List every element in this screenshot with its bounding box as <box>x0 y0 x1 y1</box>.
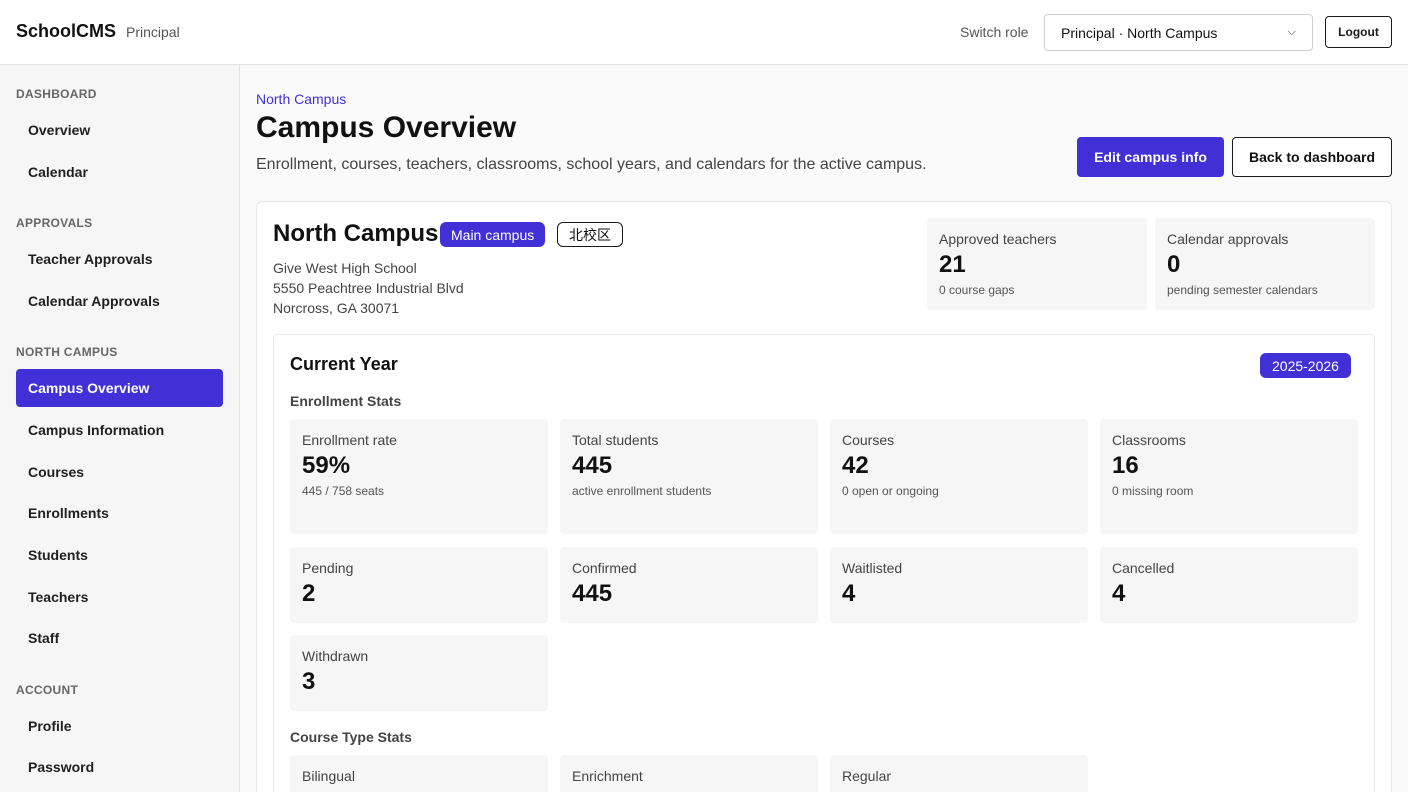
sidebar-section-account: ACCOUNT <box>16 683 79 697</box>
approved-teachers-stat: Approved teachers 21 0 course gaps <box>927 218 1147 310</box>
sidebar-item-profile[interactable]: Profile <box>28 718 72 734</box>
classrooms-tile: Classrooms 16 0 missing room <box>1100 419 1358 534</box>
stat-label: Cancelled <box>1112 560 1175 576</box>
sidebar-item-staff[interactable]: Staff <box>28 630 60 646</box>
stat-sub: 0 open or ongoing <box>842 484 939 498</box>
campus-school-name: Give West High School <box>273 260 417 276</box>
current-role-label: Principal <box>126 24 180 40</box>
calendar-approvals-stat: Calendar approvals 0 pending semester ca… <box>1155 218 1375 310</box>
sidebar-section-approvals: APPROVALS <box>16 216 93 230</box>
withdrawn-tile: Withdrawn 3 <box>290 635 548 711</box>
course-type-tile-bilingual: Bilingual <box>290 755 548 792</box>
stat-value: 21 <box>939 251 966 278</box>
back-to-dashboard-button[interactable]: Back to dashboard <box>1232 137 1392 177</box>
stat-label: Withdrawn <box>302 648 369 664</box>
sidebar-item-teacher-approvals[interactable]: Teacher Approvals <box>28 251 153 267</box>
sidebar-item-overview[interactable]: Overview <box>28 122 91 138</box>
pending-tile: Pending 2 <box>290 547 548 623</box>
switch-role-label: Switch role <box>960 24 1029 40</box>
sidebar-item-password[interactable]: Password <box>28 759 95 775</box>
cancelled-tile: Cancelled 4 <box>1100 547 1358 623</box>
stat-value: 3 <box>302 668 316 695</box>
confirmed-tile: Confirmed 445 <box>560 547 818 623</box>
stat-label: Pending <box>302 560 354 576</box>
sidebar-item-enrollments[interactable]: Enrollments <box>28 505 109 521</box>
campus-street-address: 5550 Peachtree Industrial Blvd <box>273 280 464 296</box>
breadcrumb[interactable]: North Campus <box>256 91 347 107</box>
course-type-tile-enrichment: Enrichment <box>560 755 818 792</box>
course-type-tile-regular: Regular <box>830 755 1088 792</box>
stat-value: 0 <box>1167 251 1181 278</box>
sidebar-item-campus-overview[interactable]: Campus Overview <box>16 369 223 407</box>
app-brand[interactable]: SchoolCMS <box>16 21 117 41</box>
sidebar-item-students[interactable]: Students <box>28 547 88 563</box>
courses-tile: Courses 42 0 open or ongoing <box>830 419 1088 534</box>
stat-value: 59% <box>302 452 351 479</box>
stat-value: 4 <box>842 580 856 607</box>
stat-label: Enrichment <box>572 768 643 784</box>
stat-value: 4 <box>1112 580 1126 607</box>
sidebar-item-calendar[interactable]: Calendar <box>28 164 88 180</box>
stat-label: Enrollment rate <box>302 432 397 448</box>
campus-name: North Campus <box>273 220 439 247</box>
sidebar-section-north-campus: NORTH CAMPUS <box>16 345 118 359</box>
sidebar-item-campus-information[interactable]: Campus Information <box>28 422 165 438</box>
stat-sub: active enrollment students <box>572 484 712 498</box>
enrollment-rate-tile: Enrollment rate 59% 445 / 758 seats <box>290 419 548 534</box>
stat-label: Regular <box>842 768 892 784</box>
enrollment-stats-heading: Enrollment Stats <box>290 393 402 409</box>
stat-label: Classrooms <box>1112 432 1186 448</box>
stat-label: Confirmed <box>572 560 637 576</box>
stat-sub: 0 missing room <box>1112 484 1194 498</box>
campus-local-name-badge: 北校区 <box>557 222 623 247</box>
sidebar-section-dashboard: DASHBOARD <box>16 87 97 101</box>
page-subtitle: Enrollment, courses, teachers, classroom… <box>256 156 927 173</box>
sidebar-item-teachers[interactable]: Teachers <box>28 589 89 605</box>
stat-sub: pending semester calendars <box>1167 283 1318 297</box>
stat-label: Waitlisted <box>842 560 903 576</box>
stat-label: Calendar approvals <box>1167 231 1289 247</box>
stat-label: Courses <box>842 432 895 448</box>
edit-campus-info-button[interactable]: Edit campus info <box>1077 137 1224 177</box>
stat-label: Bilingual <box>302 768 355 784</box>
chevron-down-icon: ⌵ <box>1287 26 1296 38</box>
top-bar: SchoolCMS Principal Switch role Principa… <box>0 0 1408 65</box>
stat-value: 445 <box>572 452 613 479</box>
stat-sub: 445 / 758 seats <box>302 484 385 498</box>
role-select-value: Principal · North Campus <box>1061 24 1218 41</box>
stat-label: Total students <box>572 432 659 448</box>
sidebar-item-courses[interactable]: Courses <box>28 464 85 480</box>
school-year-badge: 2025-2026 <box>1260 353 1351 378</box>
waitlisted-tile: Waitlisted 4 <box>830 547 1088 623</box>
campus-city-state-zip: Norcross, GA 30071 <box>273 300 400 316</box>
sidebar <box>0 65 240 792</box>
stat-value: 16 <box>1112 452 1139 479</box>
current-year-title: Current Year <box>290 354 398 374</box>
course-type-stats-heading: Course Type Stats <box>290 729 412 745</box>
main-campus-badge: Main campus <box>440 222 546 247</box>
page-title: Campus Overview <box>256 111 517 144</box>
role-select[interactable]: Principal · North Campus ⌵ <box>1044 14 1313 51</box>
stat-value: 445 <box>572 580 613 607</box>
stat-value: 2 <box>302 580 316 607</box>
stat-value: 42 <box>842 452 869 479</box>
sidebar-item-calendar-approvals[interactable]: Calendar Approvals <box>28 293 160 309</box>
stat-sub: 0 course gaps <box>939 283 1015 297</box>
total-students-tile: Total students 445 active enrollment stu… <box>560 419 818 534</box>
logout-button[interactable]: Logout <box>1325 16 1392 48</box>
stat-label: Approved teachers <box>939 231 1057 247</box>
